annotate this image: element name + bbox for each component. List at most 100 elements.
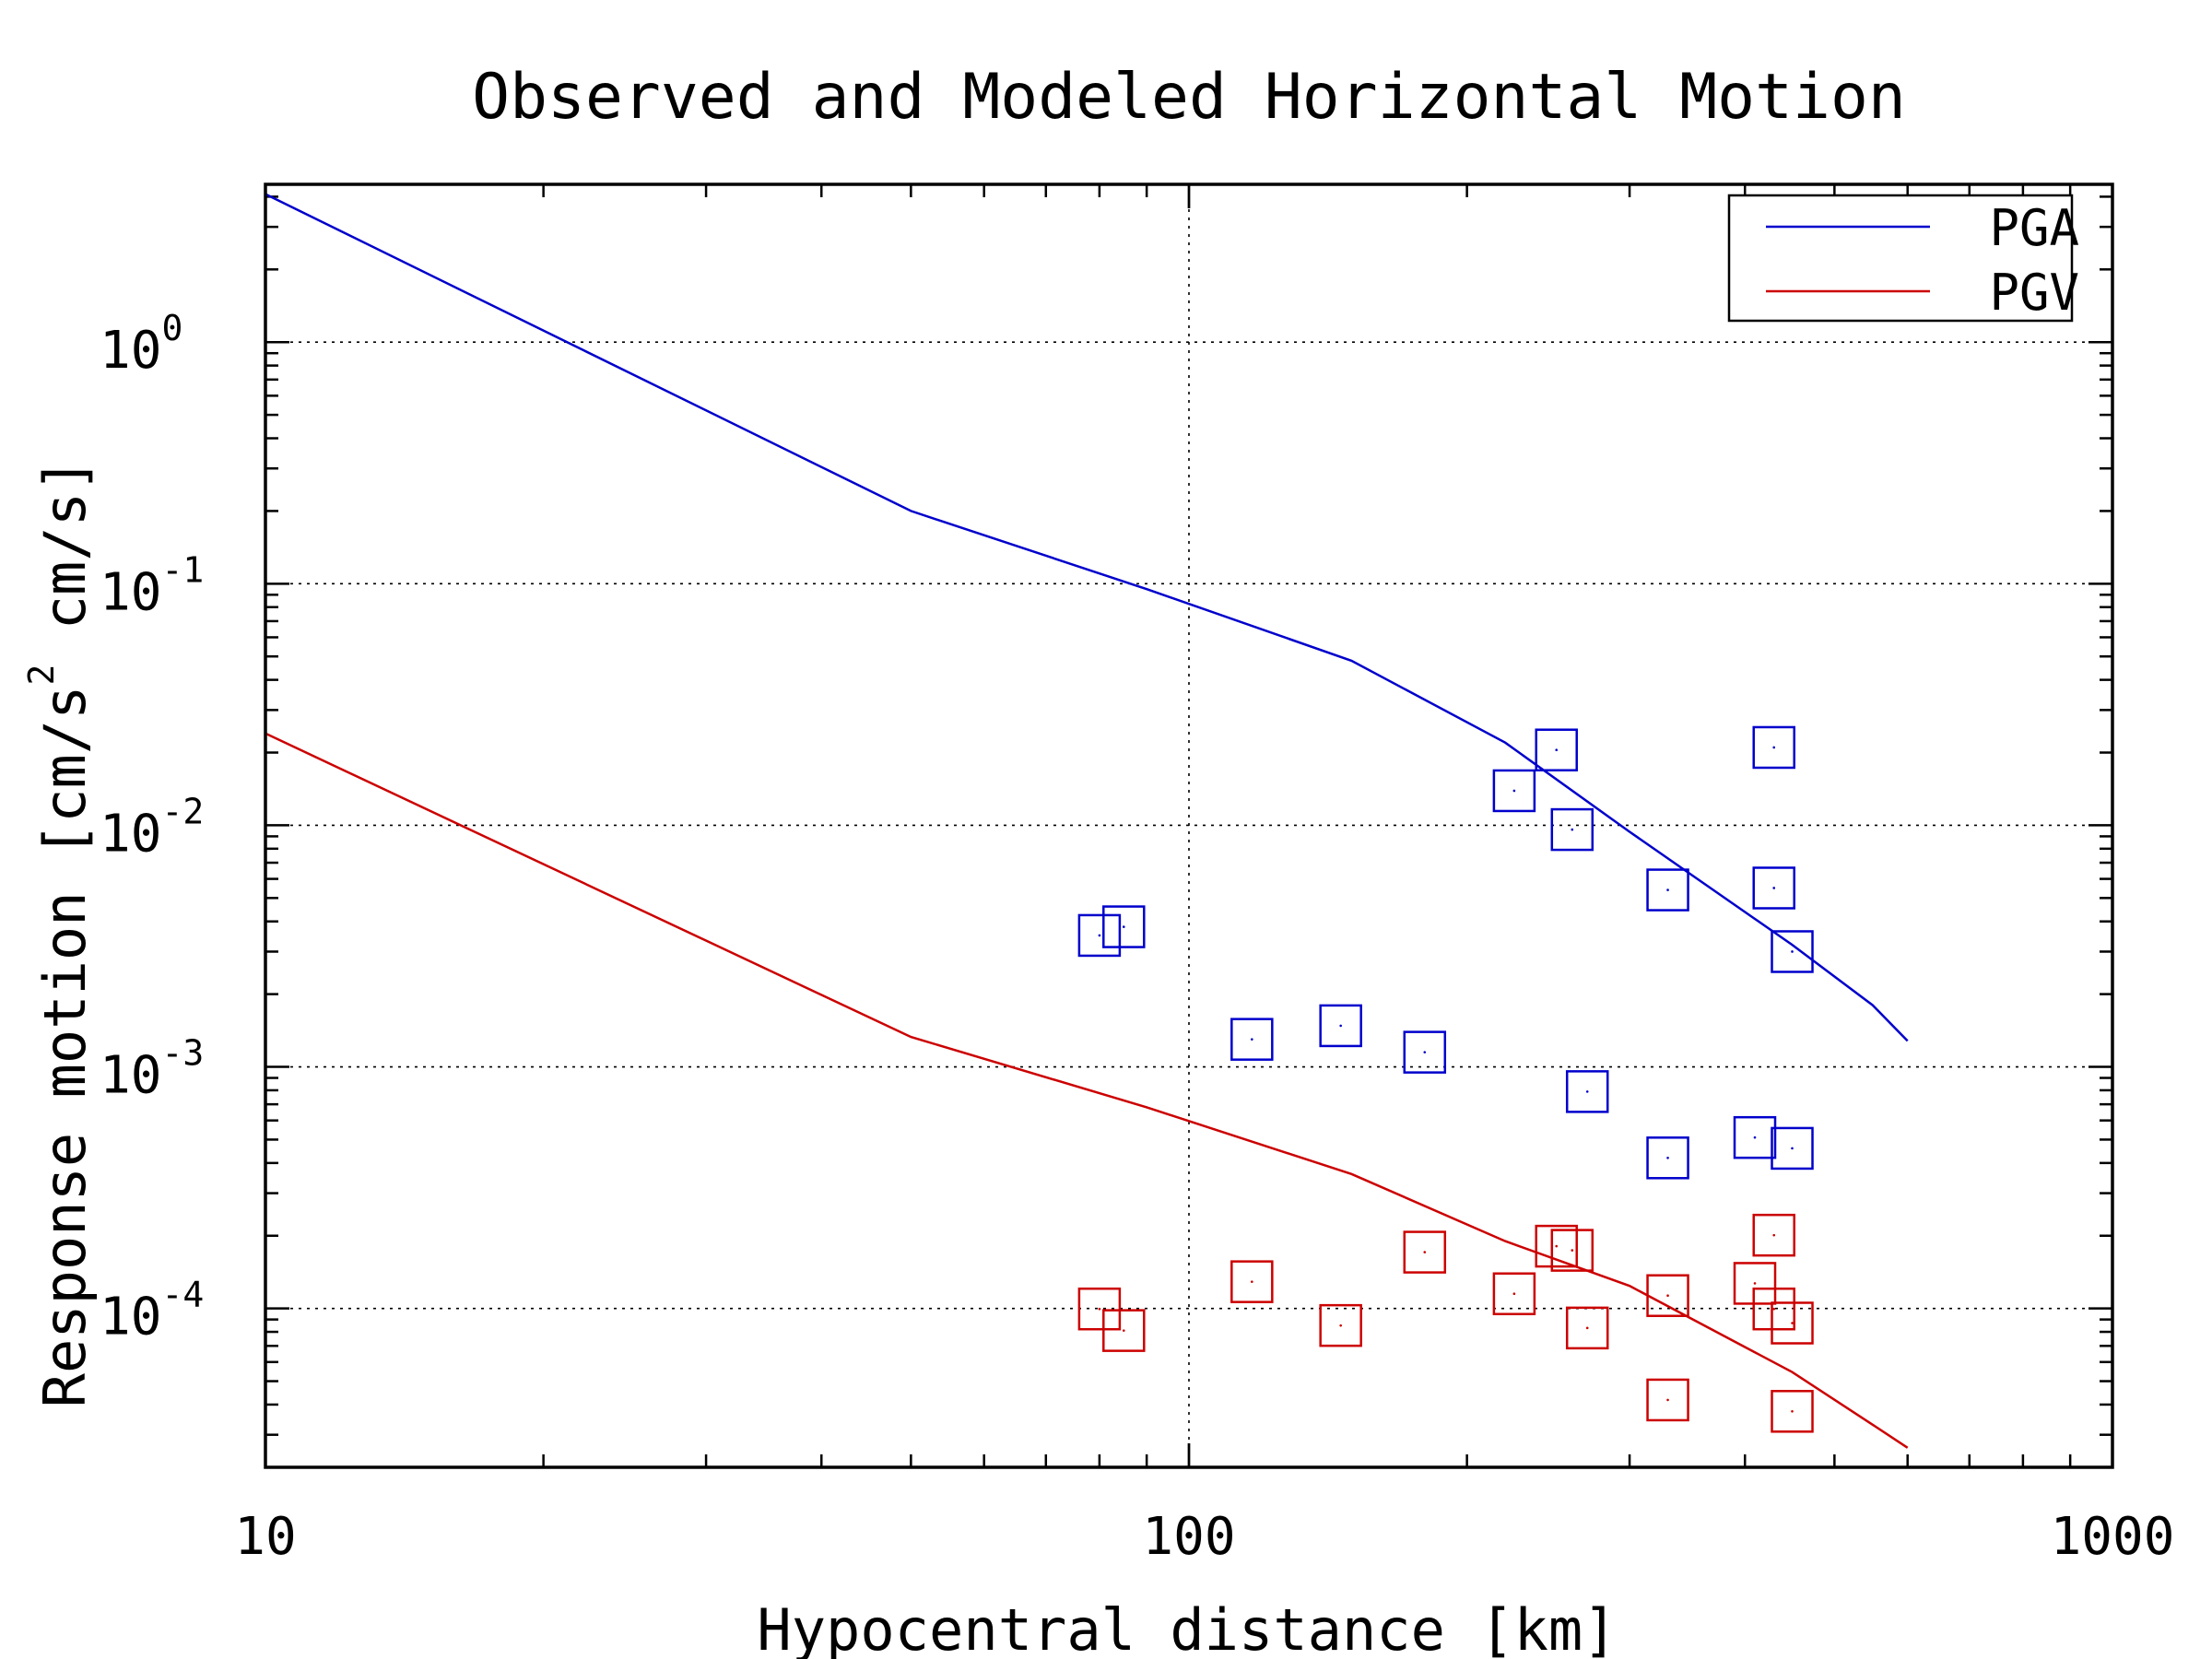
pgv-point-center xyxy=(1423,1251,1427,1253)
pga-point-center xyxy=(1122,925,1125,928)
pgv-point-center xyxy=(1555,1244,1559,1248)
x-tick-label: 10 xyxy=(234,1507,296,1567)
pgv-observed-point xyxy=(1771,1390,1814,1433)
pga-observed-point xyxy=(1492,769,1536,813)
pgv-point-center xyxy=(1098,1307,1101,1311)
pgv-observed-point xyxy=(1102,1309,1146,1352)
plot-frame xyxy=(264,182,2114,1469)
y-tick-label-exponent: 0 xyxy=(161,308,182,348)
y-axis-title-tail: cm/s] xyxy=(31,458,99,665)
pga-observed-point xyxy=(1752,725,1795,770)
pga-observed-point xyxy=(1319,1004,1362,1048)
pgv-point-center xyxy=(1666,1294,1669,1298)
y-tick-label-base: 10 xyxy=(100,804,161,864)
pgv-point-center xyxy=(1772,1233,1776,1237)
pgv-point-center xyxy=(1122,1329,1125,1332)
y-tick-label-base: 10 xyxy=(100,321,161,381)
pga-observed-point xyxy=(1646,868,1689,912)
y-axis-title-main: Response motion [cm/s xyxy=(31,685,99,1407)
pga-observed-point xyxy=(1771,1126,1814,1171)
pga-observed-point xyxy=(1535,728,1578,771)
pga-observed-point xyxy=(1102,905,1146,948)
pga-point-center xyxy=(1555,748,1559,752)
pga-observed-point xyxy=(1403,1030,1447,1074)
pgv-observed-point xyxy=(1646,1274,1689,1317)
pgv-point-center xyxy=(1585,1326,1589,1330)
pgv-observed-point xyxy=(1565,1306,1609,1350)
pgv-point-center xyxy=(1791,1409,1794,1413)
pga-model-line xyxy=(265,193,1909,1042)
pgv-point-center xyxy=(1571,1249,1574,1252)
y-tick-label: 10-1 xyxy=(100,549,204,622)
y-tick-label-exponent: -2 xyxy=(161,791,204,831)
pga-observed-point xyxy=(1771,930,1814,973)
pgv-observed-point xyxy=(1077,1287,1122,1331)
pga-point-center xyxy=(1571,828,1574,831)
pgv-observed-point xyxy=(1733,1262,1777,1305)
pgv-point-center xyxy=(1339,1324,1342,1327)
pga-point-center xyxy=(1251,1038,1253,1041)
pga-observed-point xyxy=(1752,866,1795,910)
pga-point-center xyxy=(1098,934,1101,937)
pga-observed-point xyxy=(1565,1070,1609,1113)
legend-label-pga: PGA xyxy=(1989,199,2079,257)
y-tick-label: 10-3 xyxy=(100,1033,204,1106)
pgv-observed-point xyxy=(1492,1272,1536,1315)
axis-ticks xyxy=(264,184,2114,1467)
y-tick-label-base: 10 xyxy=(100,1288,161,1347)
x-tick-label: 100 xyxy=(1142,1507,1235,1567)
pgv-observed-point xyxy=(1535,1224,1578,1268)
pga-observed-point xyxy=(1077,913,1122,958)
pgv-point-center xyxy=(1666,1398,1669,1402)
pga-point-center xyxy=(1791,1147,1794,1150)
legend-label-pgv: PGV xyxy=(1989,264,2079,322)
pgv-model-line xyxy=(265,732,1909,1449)
plot-area xyxy=(265,193,1909,1449)
pga-point-center xyxy=(1666,888,1669,891)
pga-point-center xyxy=(1772,746,1776,749)
pga-point-center xyxy=(1423,1051,1427,1053)
legend: PGA PGV xyxy=(1727,194,2079,323)
pga-point-center xyxy=(1753,1135,1757,1139)
pga-observed-point xyxy=(1733,1115,1777,1159)
pga-observed-point xyxy=(1646,1136,1689,1180)
pgv-observed-point xyxy=(1319,1303,1362,1347)
y-tick-label-exponent: -1 xyxy=(161,549,204,590)
pgv-observed-point xyxy=(1752,1213,1795,1257)
pga-point-center xyxy=(1512,789,1516,793)
pgv-observed-point xyxy=(1230,1260,1274,1303)
y-tick-label: 10-4 xyxy=(100,1275,204,1347)
pgv-point-center xyxy=(1791,1322,1794,1324)
pgv-point-center xyxy=(1251,1280,1253,1283)
pga-point-center xyxy=(1772,887,1776,889)
x-axis-title: Hypocentral distance [km] xyxy=(757,1596,1617,1659)
pga-point-center xyxy=(1339,1024,1342,1028)
y-tick-label: 100 xyxy=(100,308,182,381)
x-tick-labels: 10 100 1000 xyxy=(234,1507,2174,1567)
y-tick-label-base: 10 xyxy=(100,562,161,622)
pgv-observed-point xyxy=(1550,1229,1594,1272)
pga-observed-point xyxy=(1550,807,1594,852)
pgv-observed-point xyxy=(1752,1287,1795,1331)
grid-lines xyxy=(265,184,2112,1467)
pga-observed-point xyxy=(1230,1018,1274,1061)
pgv-observed-point xyxy=(1403,1230,1447,1274)
pgv-point-center xyxy=(1753,1282,1757,1285)
y-axis-title-superscript: 2 xyxy=(21,665,62,686)
y-axis-title: Response motion [cm/s2 cm/s] xyxy=(21,458,99,1408)
pgv-observed-point xyxy=(1771,1301,1814,1345)
y-tick-label-exponent: -3 xyxy=(161,1033,204,1074)
pga-point-center xyxy=(1585,1090,1589,1093)
pga-point-center xyxy=(1791,950,1794,953)
y-tick-label: 10-2 xyxy=(100,791,204,864)
legend-box xyxy=(1727,194,2074,323)
pgv-observed-point xyxy=(1646,1378,1689,1422)
pga-point-center xyxy=(1666,1156,1669,1159)
x-tick-label: 1000 xyxy=(2051,1507,2175,1567)
pgv-point-center xyxy=(1772,1307,1776,1311)
chart-title: Observed and Modeled Horizontal Motion xyxy=(472,61,1906,134)
y-tick-label-base: 10 xyxy=(100,1046,161,1106)
pgv-point-center xyxy=(1512,1292,1516,1296)
